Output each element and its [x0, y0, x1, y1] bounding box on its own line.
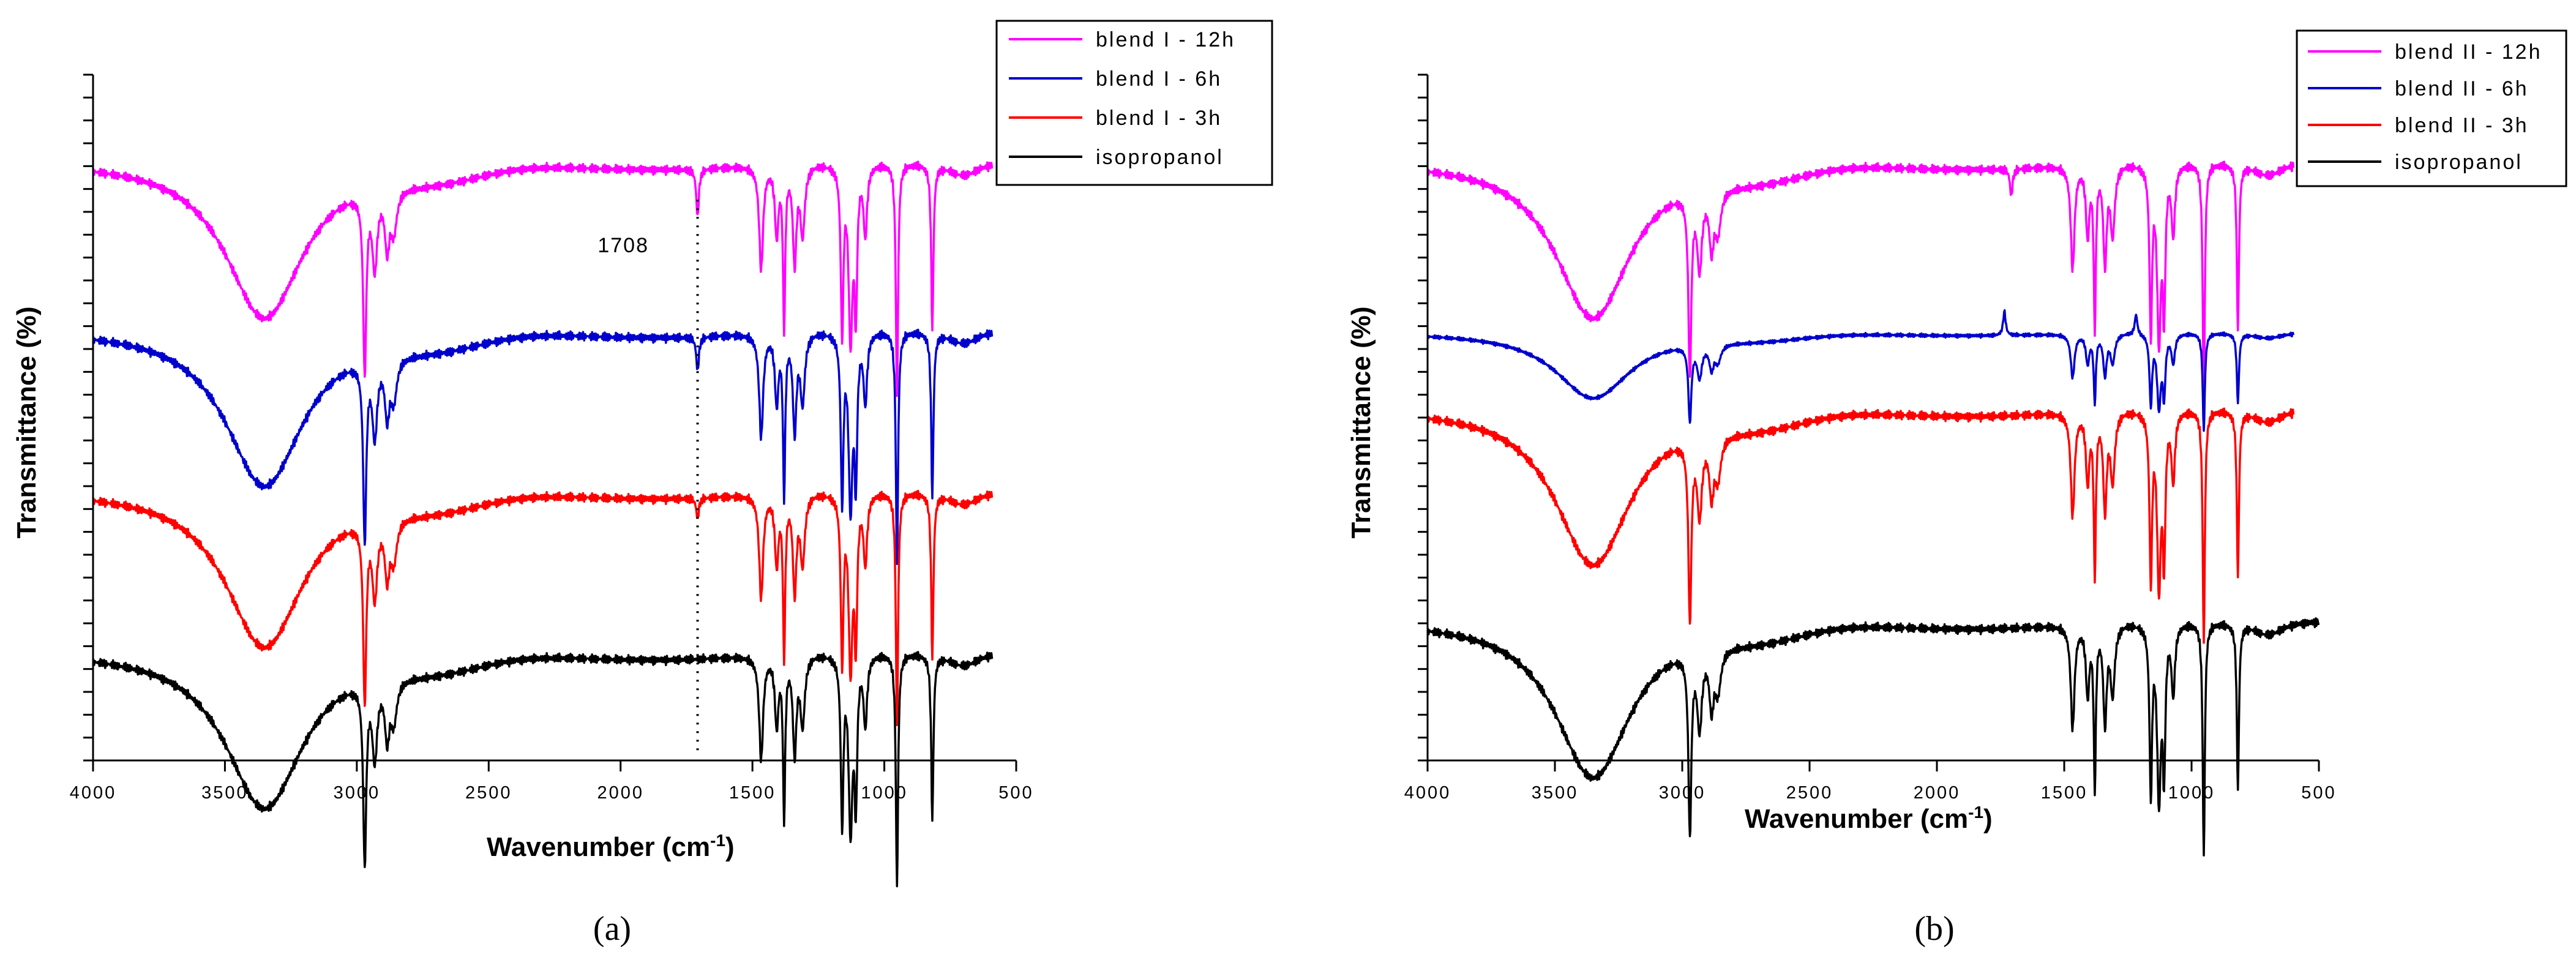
spectrum-line-2: [1426, 407, 2295, 644]
x-tick-label: 4000: [70, 783, 117, 803]
x-tick-label: 500: [998, 783, 1033, 803]
x-tick-label: 2500: [465, 783, 512, 803]
annotation-1708-label: 1708: [597, 234, 649, 257]
panel-b-y-axis-title: Transmittance (%): [1346, 307, 1376, 539]
panel-a-spectra: [92, 160, 994, 888]
panel-b-x-axis-title: Wavenumber (cm-1): [1745, 803, 1993, 834]
panel-a-y-axis-title: Transmittance (%): [12, 307, 42, 539]
x-tick-label: 3000: [1659, 783, 1706, 803]
spectrum-line-3: [92, 651, 994, 888]
x-tick-label: 3500: [201, 783, 249, 803]
x-tick-label: 2000: [597, 783, 644, 803]
panel-b-x-ticks: [1426, 760, 2320, 771]
legend-entry: blend I - 3h: [1096, 107, 1222, 130]
x-tick-label: 2500: [1786, 783, 1833, 803]
panel-b-y-ticks: [1418, 73, 1428, 762]
x-tick-label: 3000: [334, 783, 381, 803]
x-tick-label: 3500: [1532, 783, 1579, 803]
spectrum-line-0: [92, 160, 994, 397]
panel-a-annotation: 1708: [597, 198, 699, 751]
panel-a-y-ticks: [83, 73, 93, 762]
spectrum-line-2: [92, 489, 994, 727]
legend-entry: blend I - 6h: [1096, 67, 1222, 91]
spectrum-line-1: [1427, 309, 2295, 432]
legend-entry: blend I - 12h: [1096, 28, 1235, 51]
x-tick-label: 500: [2301, 783, 2336, 803]
panel-a-x-axis-title: Wavenumber (cm-1): [487, 831, 735, 862]
panel-a-x-tick-labels: 4000 3500 3000 2500 2000 1500 1000 500: [70, 783, 1033, 803]
panel-a-legend: blend I - 12h blend I - 6h blend I - 3h iso…: [995, 20, 1273, 186]
x-tick-label: 1000: [2168, 783, 2215, 803]
panel-b-legend-box: [2296, 29, 2567, 187]
x-tick-label: 2000: [1914, 783, 1961, 803]
panel-a-chart: 1708 4000 3500 3000 2500 2000 1500 1000 500 Wav…: [12, 20, 1273, 948]
x-tick-label: 1000: [861, 783, 908, 803]
panel-b-legend: blend II - 12h blend II - 6h blend II - 3h…: [2296, 29, 2567, 187]
x-tick-label: 4000: [1404, 783, 1451, 803]
panel-a-label: (a): [593, 910, 631, 948]
legend-entry: isopropanol: [2395, 151, 2523, 174]
x-tick-label: 1500: [2041, 783, 2088, 803]
legend-entry: blend II - 12h: [2395, 40, 2542, 64]
spectrum-line-0: [1426, 160, 2295, 397]
x-tick-label: 1500: [729, 783, 776, 803]
panel-a-x-ticks: [92, 760, 1017, 771]
legend-entry: isopropanol: [1096, 146, 1224, 169]
panel-b-label: (b): [1914, 910, 1954, 948]
spectrum-line-1: [92, 328, 994, 565]
panel-b-chart: 4000 3500 3000 2500 2000 1500 1000 500 Wavenumb…: [1346, 29, 2567, 948]
panel-b-x-tick-labels: 4000 3500 3000 2500 2000 1500 1000 500: [1404, 783, 2336, 803]
legend-entry: blend II - 6h: [2395, 77, 2529, 100]
legend-entry: blend II - 3h: [2395, 114, 2529, 137]
